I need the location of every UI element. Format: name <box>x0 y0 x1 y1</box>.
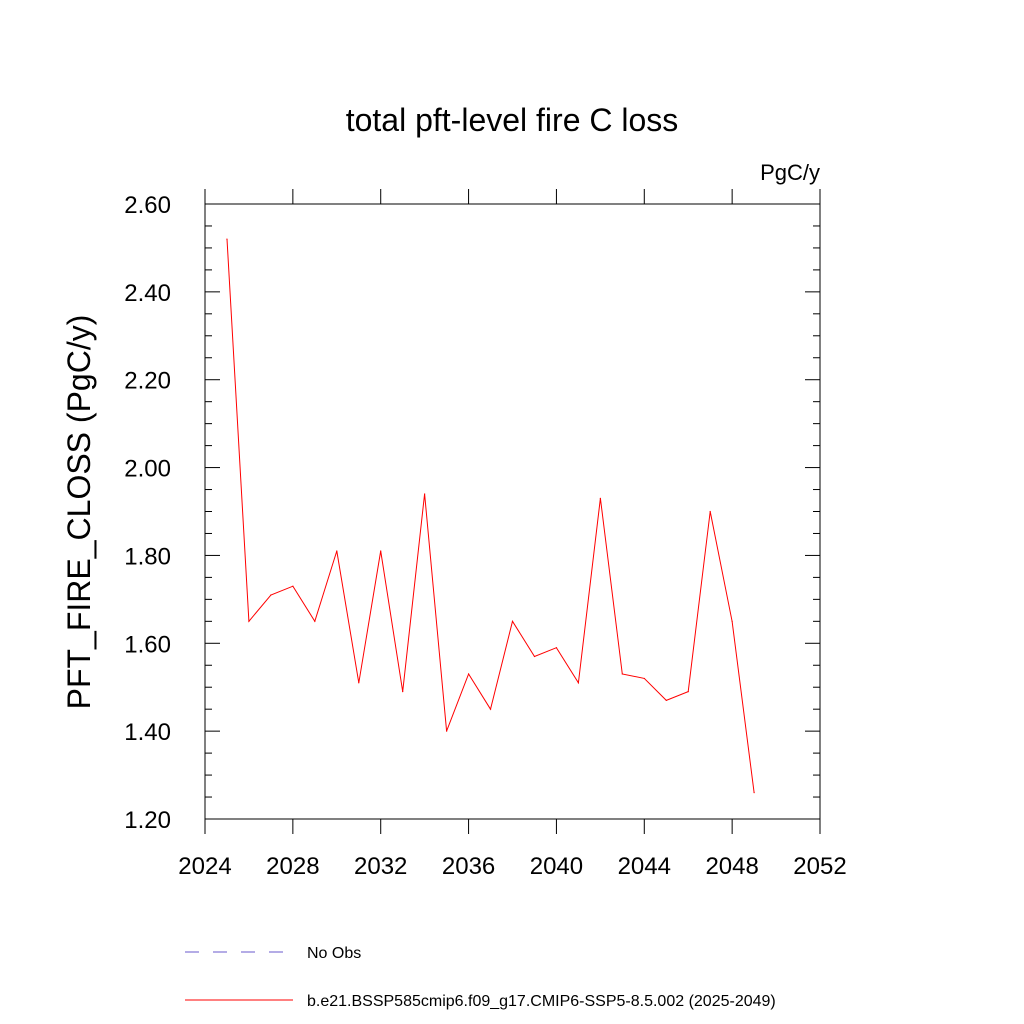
y-tick-label: 2.40 <box>124 280 171 307</box>
data-point-2042 <box>599 497 601 499</box>
plot-frame <box>204 203 821 820</box>
data-point-2028 <box>292 585 294 587</box>
x-tick-label: 2040 <box>530 853 583 880</box>
data-point-2035 <box>446 730 448 732</box>
data-point-2036 <box>467 673 470 675</box>
data-point-2034 <box>424 493 426 495</box>
y-tick-label: 1.60 <box>124 631 171 658</box>
y-tick-label: 2.60 <box>124 192 171 219</box>
legend-label-no-obs: No Obs <box>307 945 361 962</box>
data-point-2049 <box>753 792 755 794</box>
y-tick-label: 2.00 <box>124 456 171 483</box>
y-tick-label: 1.20 <box>124 807 171 834</box>
data-point-2031 <box>358 682 360 684</box>
data-point-2032 <box>380 550 382 552</box>
x-tick-label: 2044 <box>618 853 671 880</box>
data-point-2044 <box>643 677 645 680</box>
axis-ticks: 2024 2028 2032 2036 2040 2044 2048 2052 1.20 1.40… <box>124 189 847 880</box>
data-point-2041 <box>577 682 579 684</box>
data-point-2045 <box>665 699 667 701</box>
series-layer <box>226 238 755 794</box>
x-tick-label: 2028 <box>266 853 319 880</box>
chart-title: total pft-level fire C loss <box>346 102 679 138</box>
data-point-2025 <box>226 238 228 240</box>
data-point-2048 <box>731 620 733 622</box>
data-point-2039 <box>533 655 536 658</box>
data-point-2037 <box>489 708 492 710</box>
data-point-2027 <box>270 594 272 596</box>
units-label: PgC/y <box>760 160 820 185</box>
x-tick-label: 2052 <box>793 853 846 880</box>
data-point-2040 <box>555 647 558 649</box>
legend: No Obs b.e21.BSSP585cmip6.f09_g17.CMIP6-… <box>185 945 776 1010</box>
y-tick-label: 1.80 <box>124 543 171 570</box>
data-point-2043 <box>621 673 623 675</box>
y-tick-label: 1.40 <box>124 719 171 746</box>
y-axis-label: PFT_FIRE_CLOSS (PgC/y) <box>61 315 97 710</box>
data-point-2038 <box>511 620 514 622</box>
y-tick-label: 2.20 <box>124 368 171 395</box>
legend-label-model-run: b.e21.BSSP585cmip6.f09_g17.CMIP6-SSP5-8.… <box>307 993 776 1010</box>
data-point-2046 <box>687 691 689 693</box>
x-tick-label: 2048 <box>705 853 758 880</box>
data-point-2047 <box>709 510 711 513</box>
data-point-2033 <box>402 691 404 693</box>
x-tick-label: 2036 <box>442 853 495 880</box>
data-point-2029 <box>314 620 316 622</box>
data-point-2026 <box>248 620 250 622</box>
data-point-2030 <box>336 550 338 552</box>
x-tick-label: 2024 <box>178 853 231 880</box>
x-tick-label: 2032 <box>354 853 407 880</box>
